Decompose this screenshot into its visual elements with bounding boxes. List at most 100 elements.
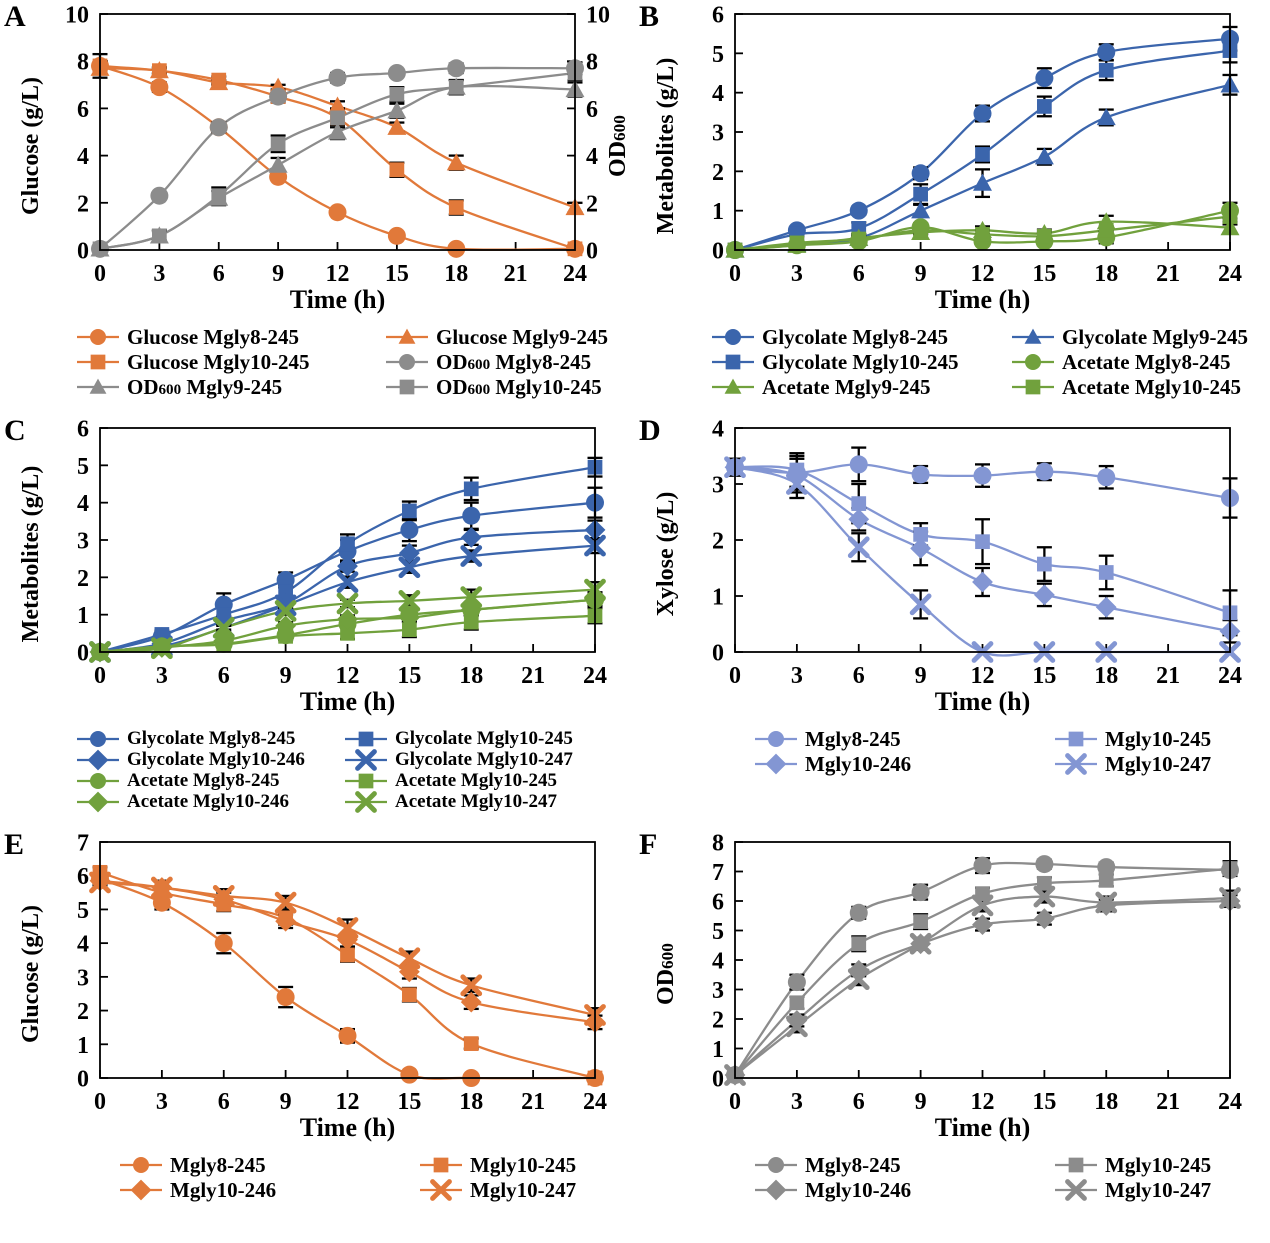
svg-text:3: 3: [791, 261, 803, 287]
svg-text:3: 3: [156, 663, 168, 689]
svg-text:12: 12: [336, 1089, 360, 1115]
svg-text:24: 24: [583, 1089, 607, 1115]
svg-text:5: 5: [712, 919, 724, 945]
svg-text:18: 18: [1094, 1089, 1118, 1115]
svg-text:6: 6: [218, 663, 230, 689]
svg-text:3: 3: [791, 663, 803, 689]
svg-text:4: 4: [77, 144, 89, 170]
svg-text:2: 2: [77, 566, 89, 592]
svg-text:E: E: [4, 832, 24, 861]
svg-text:3: 3: [153, 261, 165, 287]
svg-text:3: 3: [156, 1089, 168, 1115]
svg-text:C: C: [4, 418, 26, 447]
svg-text:15: 15: [1032, 261, 1056, 287]
svg-text:0: 0: [712, 641, 724, 667]
svg-text:1: 1: [712, 1037, 724, 1063]
svg-text:Glucose (g/L): Glucose (g/L): [18, 77, 44, 215]
svg-text:0: 0: [77, 1067, 89, 1093]
svg-text:21: 21: [521, 663, 545, 689]
svg-text:OD600: OD600: [605, 115, 631, 177]
svg-text:Time (h): Time (h): [290, 285, 386, 314]
svg-text:0: 0: [712, 239, 724, 265]
svg-text:2: 2: [712, 160, 724, 186]
svg-text:1: 1: [77, 1033, 89, 1059]
svg-text:15: 15: [397, 1089, 421, 1115]
svg-text:6: 6: [853, 663, 865, 689]
svg-text:18: 18: [1094, 663, 1118, 689]
svg-text:Time (h): Time (h): [300, 687, 396, 716]
svg-text:B: B: [639, 4, 659, 33]
svg-text:6: 6: [853, 261, 865, 287]
svg-text:5: 5: [77, 454, 89, 480]
svg-text:7: 7: [712, 860, 724, 886]
svg-text:2: 2: [77, 999, 89, 1025]
svg-text:3: 3: [712, 473, 724, 499]
svg-text:12: 12: [971, 261, 995, 287]
svg-text:12: 12: [326, 261, 350, 287]
svg-text:0: 0: [77, 641, 89, 667]
svg-text:Glucose (g/L): Glucose (g/L): [18, 905, 44, 1043]
svg-text:3: 3: [77, 965, 89, 991]
svg-text:A: A: [4, 4, 26, 33]
svg-text:4: 4: [712, 418, 724, 443]
svg-text:21: 21: [1156, 261, 1180, 287]
svg-text:8: 8: [712, 832, 724, 857]
svg-text:4: 4: [712, 949, 724, 975]
svg-text:4: 4: [712, 81, 724, 107]
svg-text:0: 0: [729, 1089, 741, 1115]
svg-text:0: 0: [94, 663, 106, 689]
svg-text:15: 15: [1032, 1089, 1056, 1115]
svg-text:6: 6: [712, 890, 724, 916]
svg-text:0: 0: [94, 261, 106, 287]
svg-text:F: F: [639, 832, 657, 861]
svg-text:2: 2: [712, 1008, 724, 1034]
svg-text:12: 12: [971, 663, 995, 689]
svg-text:21: 21: [1156, 1089, 1180, 1115]
svg-text:5: 5: [77, 898, 89, 924]
svg-text:Time (h): Time (h): [935, 285, 1031, 314]
svg-text:12: 12: [336, 663, 360, 689]
svg-text:24: 24: [1218, 261, 1242, 287]
svg-text:24: 24: [563, 261, 587, 287]
svg-text:9: 9: [915, 1089, 927, 1115]
svg-text:0: 0: [94, 1089, 106, 1115]
svg-text:0: 0: [729, 663, 741, 689]
svg-text:6: 6: [586, 97, 598, 123]
svg-text:1: 1: [712, 585, 724, 611]
svg-text:1: 1: [77, 603, 89, 629]
svg-text:15: 15: [397, 663, 421, 689]
svg-text:1: 1: [712, 199, 724, 225]
svg-text:6: 6: [853, 1089, 865, 1115]
svg-text:9: 9: [280, 1089, 292, 1115]
svg-text:Metabolites (g/L): Metabolites (g/L): [653, 58, 679, 235]
svg-text:12: 12: [971, 1089, 995, 1115]
svg-text:21: 21: [504, 261, 528, 287]
svg-text:9: 9: [280, 663, 292, 689]
svg-text:18: 18: [459, 663, 483, 689]
svg-text:4: 4: [586, 144, 598, 170]
svg-text:9: 9: [915, 261, 927, 287]
svg-text:D: D: [639, 418, 661, 447]
svg-text:2: 2: [77, 191, 89, 217]
svg-text:18: 18: [459, 1089, 483, 1115]
svg-text:5: 5: [712, 42, 724, 68]
svg-text:0: 0: [77, 239, 89, 265]
svg-text:8: 8: [586, 50, 598, 76]
svg-text:9: 9: [915, 663, 927, 689]
svg-text:0: 0: [729, 261, 741, 287]
svg-text:18: 18: [1094, 261, 1118, 287]
svg-text:10: 10: [586, 4, 610, 29]
svg-text:6: 6: [712, 4, 724, 29]
svg-text:3: 3: [712, 121, 724, 147]
svg-text:6: 6: [213, 261, 225, 287]
svg-text:3: 3: [712, 978, 724, 1004]
svg-text:10: 10: [65, 4, 89, 29]
svg-text:21: 21: [521, 1089, 545, 1115]
svg-text:6: 6: [77, 864, 89, 890]
svg-text:6: 6: [218, 1089, 230, 1115]
svg-text:24: 24: [1218, 1089, 1242, 1115]
svg-text:6: 6: [77, 97, 89, 123]
svg-text:Time (h): Time (h): [935, 687, 1031, 716]
svg-text:6: 6: [77, 418, 89, 443]
svg-text:15: 15: [385, 261, 409, 287]
